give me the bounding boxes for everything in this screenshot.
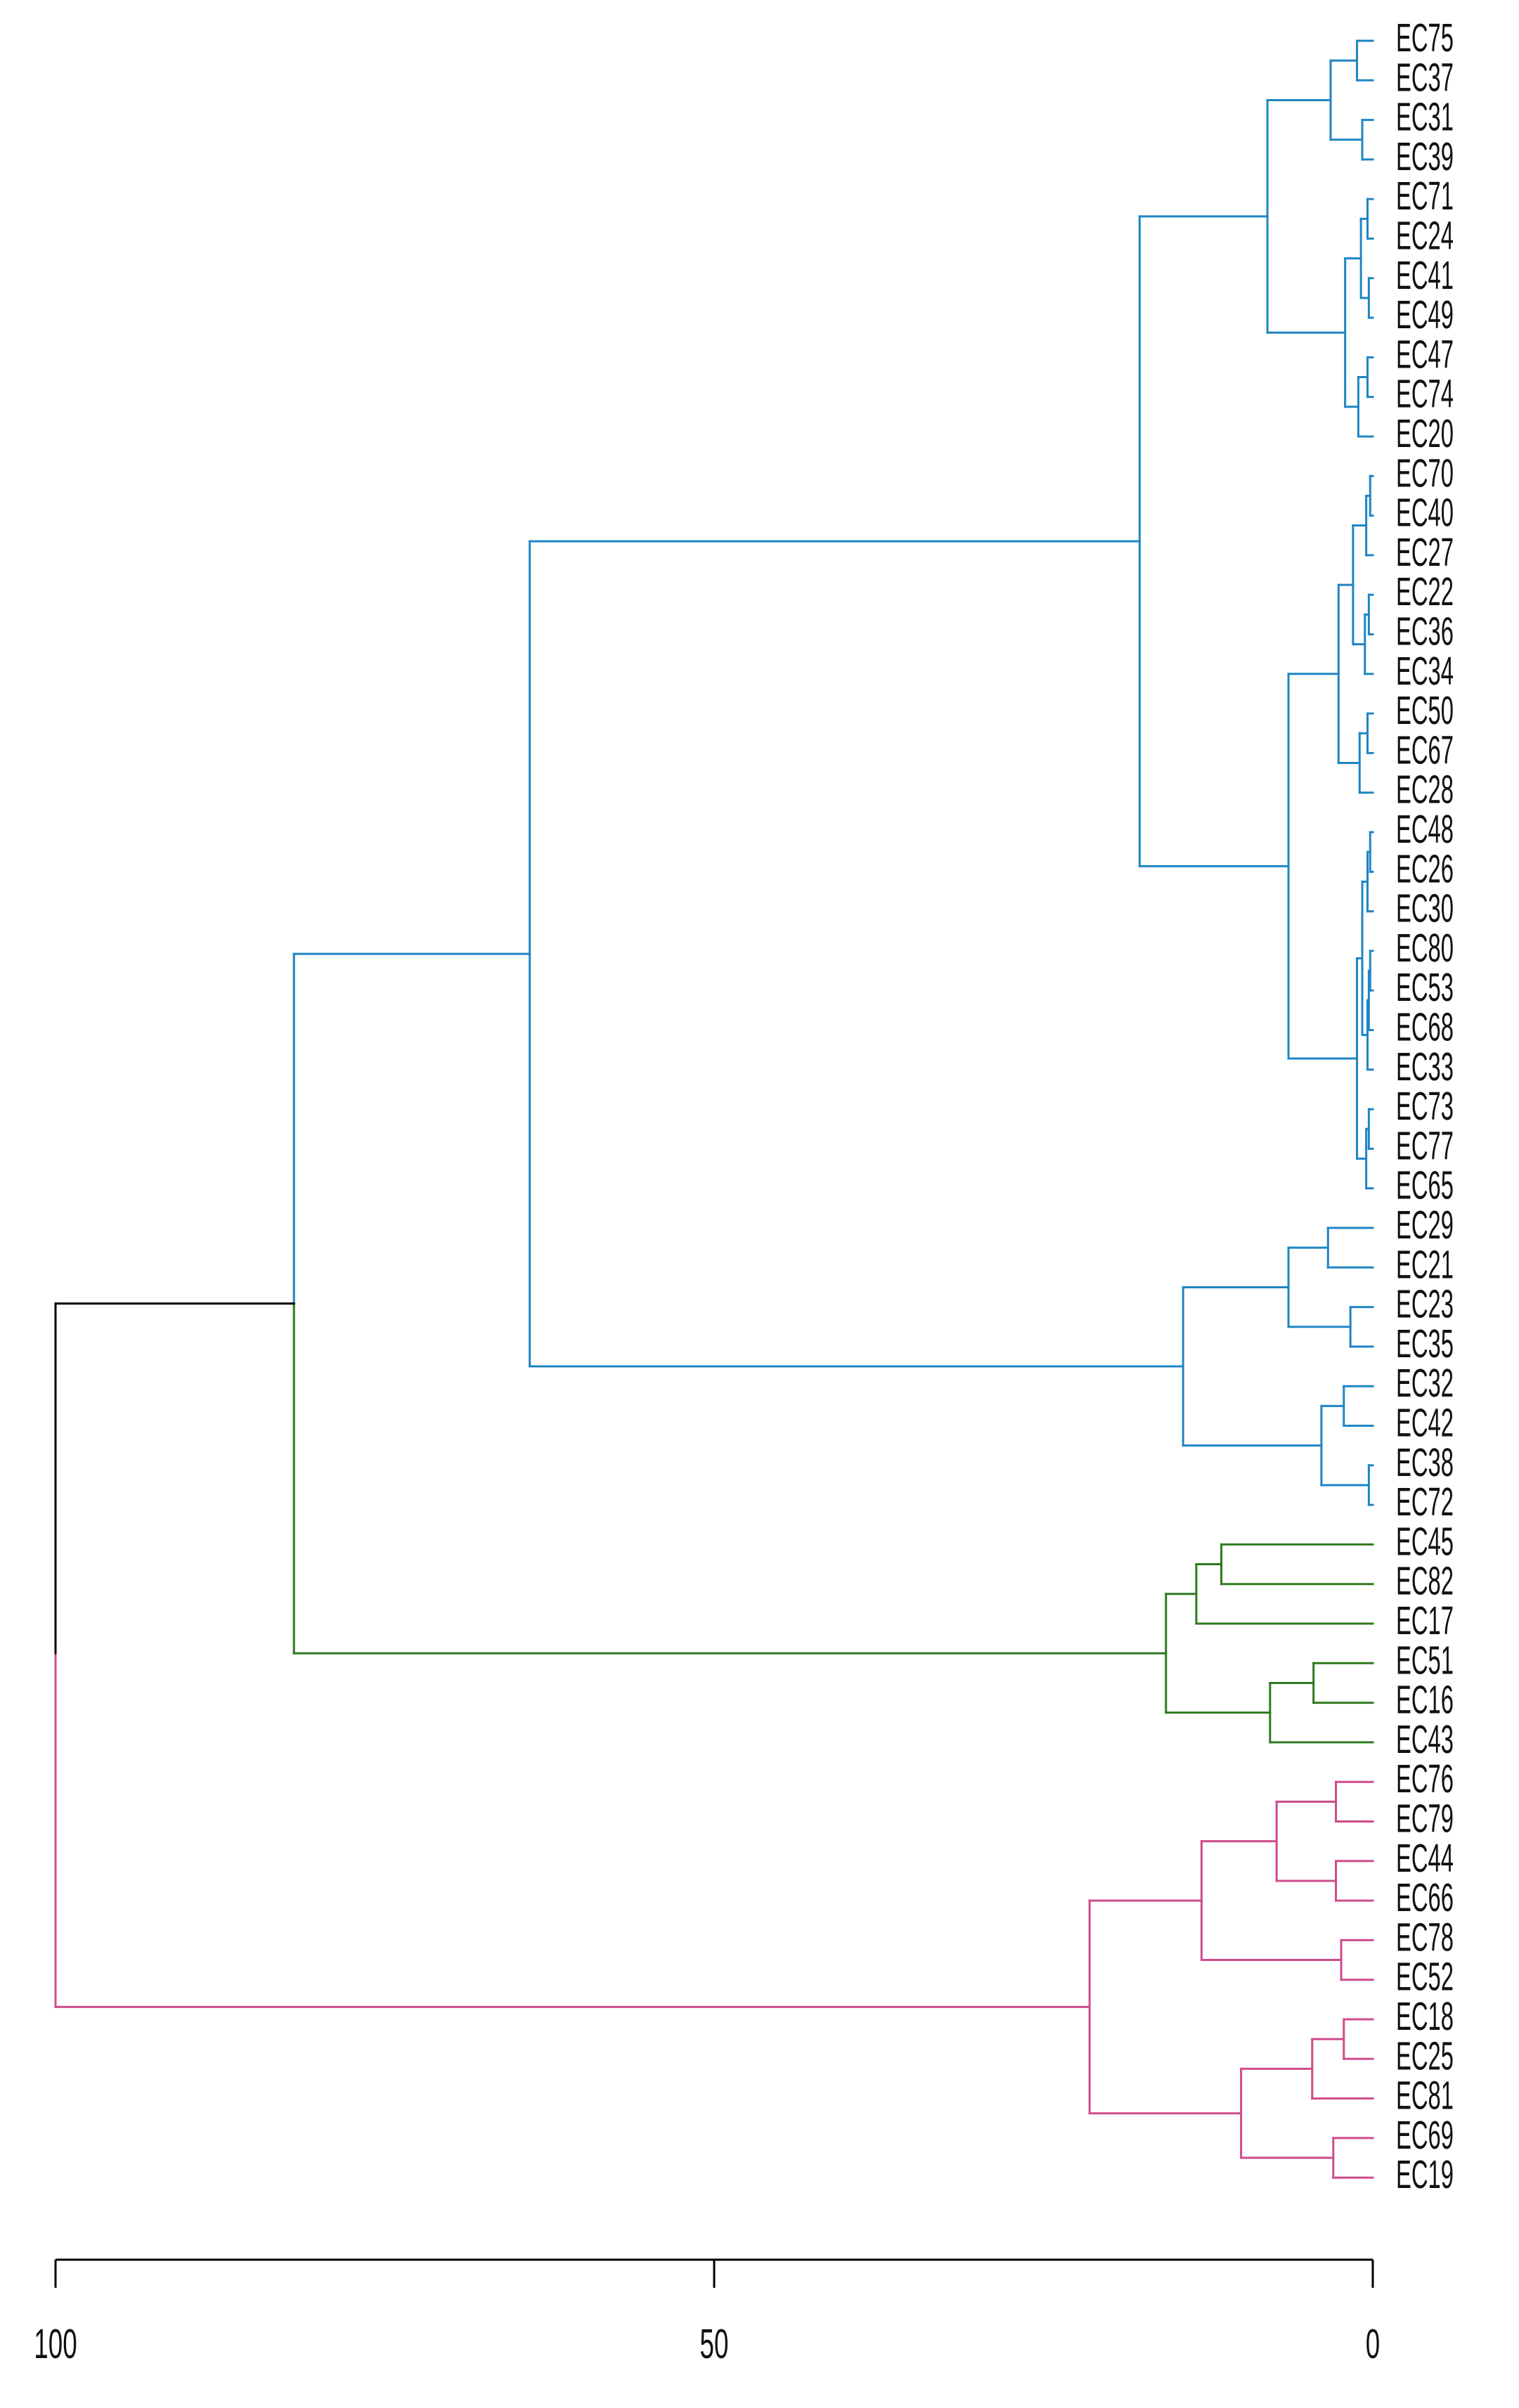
leaf-label-ec24: EC24: [1396, 213, 1454, 258]
leaf-label-ec77: EC77: [1396, 1123, 1454, 1168]
leaf-label-ec75: EC75: [1396, 15, 1454, 60]
leaf-label-ec45: EC45: [1396, 1519, 1454, 1564]
leaf-label-ec52: EC52: [1396, 1954, 1454, 1999]
leaf-label-ec79: EC79: [1396, 1796, 1454, 1841]
leaf-label-ec71: EC71: [1396, 174, 1454, 219]
leaf-label-ec30: EC30: [1396, 886, 1454, 931]
leaf-label-ec18: EC18: [1396, 1994, 1454, 2039]
leaf-label-ec25: EC25: [1396, 2033, 1454, 2078]
leaf-label-ec39: EC39: [1396, 134, 1454, 179]
leaf-label-ec34: EC34: [1396, 648, 1454, 693]
leaf-label-ec80: EC80: [1396, 925, 1454, 970]
leaf-label-ec74: EC74: [1396, 371, 1454, 416]
leaf-label-ec38: EC38: [1396, 1439, 1454, 1484]
x-tick-label-100: 100: [34, 2320, 77, 2367]
leaf-label-ec70: EC70: [1396, 451, 1454, 496]
leaf-label-ec22: EC22: [1396, 569, 1454, 614]
leaf-label-ec81: EC81: [1396, 2073, 1454, 2118]
leaf-label-ec82: EC82: [1396, 1558, 1454, 1603]
leaf-label-ec42: EC42: [1396, 1400, 1454, 1445]
leaf-label-ec43: EC43: [1396, 1716, 1454, 1761]
dendrogram-branches: [54, 39, 1374, 2179]
leaf-label-ec17: EC17: [1396, 1598, 1454, 1643]
leaf-label-ec33: EC33: [1396, 1044, 1454, 1089]
leaf-label-ec28: EC28: [1396, 767, 1454, 812]
leaf-label-ec51: EC51: [1396, 1638, 1454, 1683]
leaf-label-ec78: EC78: [1396, 1915, 1454, 1960]
leaf-labels: EC75EC37EC31EC39EC71EC24EC41EC49EC47EC74…: [1396, 15, 1454, 2197]
leaf-label-ec48: EC48: [1396, 807, 1454, 852]
leaf-label-ec31: EC31: [1396, 94, 1454, 139]
leaf-label-ec40: EC40: [1396, 490, 1454, 535]
leaf-label-ec49: EC49: [1396, 292, 1454, 337]
leaf-label-ec72: EC72: [1396, 1480, 1454, 1525]
leaf-label-ec44: EC44: [1396, 1835, 1454, 1880]
leaf-label-ec16: EC16: [1396, 1677, 1454, 1722]
leaf-label-ec36: EC36: [1396, 609, 1454, 654]
leaf-label-ec35: EC35: [1396, 1321, 1454, 1366]
leaf-label-ec67: EC67: [1396, 727, 1454, 772]
leaf-label-ec20: EC20: [1396, 411, 1454, 456]
leaf-label-ec37: EC37: [1396, 55, 1454, 100]
leaf-label-ec41: EC41: [1396, 252, 1454, 297]
leaf-label-ec65: EC65: [1396, 1163, 1454, 1208]
leaf-label-ec68: EC68: [1396, 1004, 1454, 1049]
leaf-label-ec50: EC50: [1396, 688, 1454, 733]
leaf-label-ec53: EC53: [1396, 965, 1454, 1010]
x-tick-label-50: 50: [700, 2320, 729, 2367]
leaf-label-ec23: EC23: [1396, 1281, 1454, 1326]
x-axis-ticks: 100 50 0: [34, 2260, 1380, 2367]
leaf-label-ec27: EC27: [1396, 529, 1454, 574]
x-tick-label-0: 0: [1366, 2320, 1380, 2367]
leaf-label-ec32: EC32: [1396, 1361, 1454, 1406]
leaf-label-ec69: EC69: [1396, 2112, 1454, 2157]
leaf-label-ec19: EC19: [1396, 2152, 1454, 2197]
leaf-label-ec73: EC73: [1396, 1084, 1454, 1129]
leaf-label-ec47: EC47: [1396, 332, 1454, 377]
x-axis: 100 50 0: [34, 2258, 1380, 2367]
leaf-label-ec29: EC29: [1396, 1203, 1454, 1248]
leaf-label-ec21: EC21: [1396, 1242, 1454, 1287]
leaf-label-ec76: EC76: [1396, 1756, 1454, 1801]
leaf-label-ec26: EC26: [1396, 846, 1454, 891]
leaf-label-ec66: EC66: [1396, 1875, 1454, 1920]
